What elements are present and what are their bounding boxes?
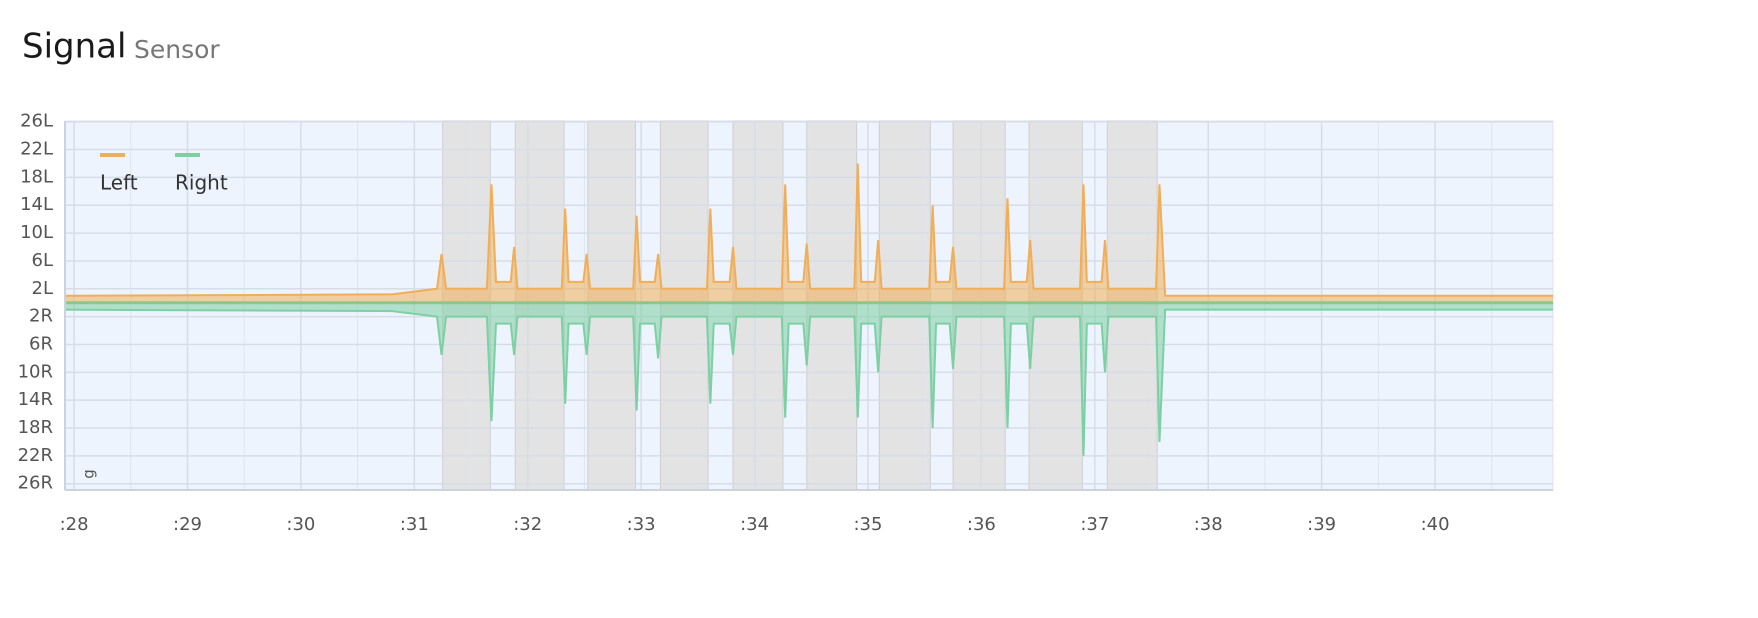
x-tick-label: :31 [400, 514, 429, 535]
y-tick-label: 26L [20, 111, 53, 132]
x-tick-label: :30 [286, 514, 315, 535]
x-tick-label: :28 [60, 514, 89, 535]
y-tick-label: 10R [18, 361, 53, 382]
y-tick-label: 18L [20, 166, 53, 187]
x-tick-label: :34 [740, 514, 769, 535]
x-tick-label: :38 [1194, 514, 1223, 535]
y-tick-label: 26R [18, 473, 53, 494]
x-tick-label: :36 [967, 514, 996, 535]
y-tick-label: 2L [32, 278, 53, 299]
y-tick-label: 18R [18, 417, 53, 438]
y-axis-label: g [80, 469, 98, 479]
x-tick-label: :37 [1080, 514, 1109, 535]
x-tick-label: :39 [1307, 514, 1336, 535]
x-tick-label: :29 [173, 514, 202, 535]
line [64, 308, 1553, 456]
legend-label: Left [100, 171, 138, 195]
x-tick-label: :33 [627, 514, 656, 535]
y-tick-label: 14R [18, 389, 53, 410]
y-tick-label: 22L [20, 139, 53, 160]
x-tick-label: :40 [1421, 514, 1450, 535]
x-tick-label: :32 [513, 514, 542, 535]
y-tick-label: 6L [32, 250, 53, 271]
y-tick-label: 2R [29, 306, 53, 327]
x-tick-label: :35 [853, 514, 882, 535]
line [64, 163, 1553, 297]
y-tick-label: 6R [29, 333, 53, 354]
y-tick-label: 10L [20, 222, 53, 243]
y-tick-label: 22R [18, 445, 53, 466]
legend-label: Right [175, 171, 228, 195]
title: Signal [22, 27, 126, 67]
subtitle: Sensor [134, 35, 220, 64]
y-tick-label: 14L [20, 194, 53, 215]
